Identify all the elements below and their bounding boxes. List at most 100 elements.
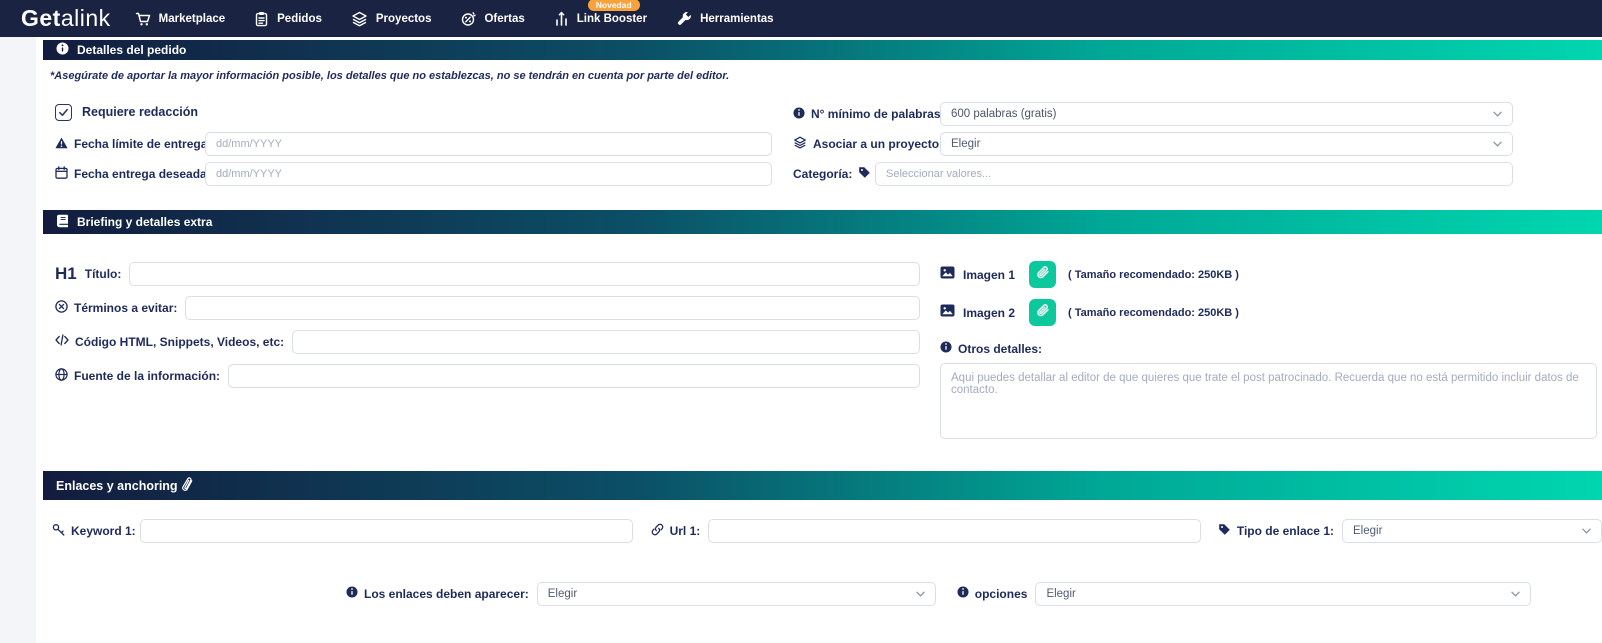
chevron-down-icon [916, 588, 925, 600]
imagen2-attach-button[interactable] [1029, 299, 1057, 326]
nav-item-ofertas[interactable]: Ofertas [460, 11, 525, 27]
detalles-grid: Requiere redacción Fecha límite de entre… [36, 82, 1602, 192]
info-icon [957, 586, 969, 601]
tag-icon [858, 166, 871, 182]
info-icon [793, 106, 805, 122]
requiere-redaccion-label: Requiere redacción [82, 105, 199, 119]
categoria-row: Categoría: [793, 162, 1513, 186]
enlaces-row-1: Keyword 1: Url 1: Tipo de enlace 1: Eleg… [36, 518, 1602, 543]
chevron-down-icon [1493, 138, 1502, 150]
fuente-input[interactable] [228, 363, 920, 388]
h1-icon: H1 [55, 263, 77, 283]
enlaces-aparecer-select[interactable]: Elegir [536, 581, 936, 606]
min-palabras-select[interactable]: 600 palabras (gratis) [940, 102, 1513, 126]
fecha-deseada-label: Fecha entrega deseada: [55, 166, 211, 182]
order-form-page: Detalles del pedido *Asegúrate de aporta… [36, 37, 1602, 643]
terminos-input[interactable] [185, 295, 920, 320]
enlaces-row-2: Los enlaces deben aparecer: Elegir opcio… [346, 581, 1602, 606]
info-icon [940, 341, 952, 356]
asociar-proyecto-select[interactable]: Elegir [940, 132, 1513, 156]
terminos-label: Términos a evitar: [55, 299, 177, 316]
imagen1-label: Imagen 1 [963, 267, 1016, 282]
fecha-deseada-row: Fecha entrega deseada: [55, 162, 772, 186]
url1-input[interactable] [708, 518, 1201, 543]
image-icon [940, 304, 955, 322]
section-title: Detalles del pedido [77, 43, 187, 57]
imagen1-row: Imagen 1 ( Tamaño recomendado: 250KB ) [940, 261, 1597, 288]
codigo-row: Código HTML, Snippets, Videos, etc: [55, 329, 920, 354]
titulo-row: H1 Título: [55, 261, 920, 286]
imagen1-attach-button[interactable] [1029, 261, 1057, 288]
info-icon [346, 586, 358, 601]
book-icon [56, 214, 69, 231]
section-header-enlaces: Enlaces y anchoring [43, 471, 1602, 500]
asociar-proyecto-row: Asociar a un proyecto: Elegir [793, 132, 1513, 156]
paperclip-icon [181, 476, 195, 495]
chevron-down-icon [1493, 108, 1502, 120]
opciones-label: opciones [957, 586, 1027, 601]
novedad-badge: Novedad [587, 0, 640, 11]
keyword1-input[interactable] [140, 518, 633, 543]
fuente-label: Fuente de la información: [55, 367, 220, 384]
otros-detalles-label: Otros detalles: [940, 341, 1597, 356]
ban-icon [55, 299, 68, 316]
keyword1-label: Keyword 1: [52, 523, 136, 539]
cart-icon [135, 11, 151, 27]
fecha-limite-label: Fecha límite de entrega: [55, 137, 211, 152]
nav-item-proyectos[interactable]: Proyectos [351, 11, 431, 27]
link-icon [651, 523, 664, 539]
fecha-limite-input[interactable] [205, 132, 772, 156]
calendar-icon [55, 166, 68, 182]
layers-icon [351, 11, 368, 27]
imagen1-note: ( Tamaño recomendado: 250KB ) [1068, 268, 1239, 281]
terminos-row: Términos a evitar: [55, 295, 920, 320]
offers-icon [460, 11, 477, 27]
section-header-briefing: Briefing y detalles extra [43, 210, 1602, 234]
logo[interactable]: Getalink [21, 5, 111, 31]
section-title: Briefing y detalles extra [77, 215, 213, 229]
nav-item-pedidos[interactable]: Pedidos [254, 11, 322, 27]
imagen2-row: Imagen 2 ( Tamaño recomendado: 250KB ) [940, 299, 1597, 326]
categoria-input[interactable] [875, 162, 1513, 186]
min-palabras-label: N° mínimo de palabras: [793, 106, 945, 122]
tipo-enlace1-select[interactable]: Elegir [1342, 518, 1602, 543]
top-nav: Getalink Marketplace Pedidos Proyectos O… [0, 0, 1602, 37]
titulo-input[interactable] [129, 261, 920, 286]
imagen2-note: ( Tamaño recomendado: 250KB ) [1068, 306, 1239, 319]
warning-icon [55, 137, 68, 152]
min-palabras-row: N° mínimo de palabras: 600 palabras (gra… [793, 102, 1513, 126]
tag-icon [1218, 523, 1231, 539]
fuente-row: Fuente de la información: [55, 363, 920, 388]
detalles-note: *Asegúrate de aportar la mayor informaci… [50, 70, 730, 82]
briefing-grid: H1 Título: Términos a evitar: Código HTM… [36, 234, 1602, 444]
image-icon [940, 266, 955, 284]
chevron-down-icon [1511, 588, 1521, 600]
tipo-enlace1-label: Tipo de enlace 1: [1218, 523, 1334, 539]
fecha-deseada-input[interactable] [205, 162, 772, 186]
key-icon [52, 523, 65, 539]
paperclip-icon [1036, 266, 1050, 283]
opciones-select[interactable]: Elegir [1035, 581, 1532, 606]
code-icon [55, 334, 69, 349]
nav-item-marketplace[interactable]: Marketplace [135, 11, 225, 27]
asociar-proyecto-label: Asociar a un proyecto: [793, 136, 943, 152]
clipboard-icon [254, 11, 269, 27]
fecha-limite-row: Fecha límite de entrega: [55, 132, 772, 156]
nav-item-herramientas[interactable]: Herramientas [676, 11, 774, 27]
section-title: Enlaces y anchoring [56, 478, 178, 493]
codigo-label: Código HTML, Snippets, Videos, etc: [55, 334, 284, 349]
imagen2-label: Imagen 2 [963, 305, 1016, 320]
enlaces-aparecer-label: Los enlaces deben aparecer: [346, 586, 529, 601]
chevron-down-icon [1582, 525, 1591, 537]
info-icon [56, 42, 69, 58]
layers-icon [793, 136, 807, 152]
requiere-redaccion-checkbox[interactable] [55, 103, 72, 121]
codigo-input[interactable] [292, 329, 920, 354]
nav-item-link-booster[interactable]: Novedad Link Booster [554, 0, 647, 27]
otros-detalles-textarea[interactable] [940, 363, 1597, 439]
titulo-label: H1 Título: [55, 263, 122, 283]
globe-icon [55, 367, 68, 384]
url1-label: Url 1: [651, 523, 700, 539]
requiere-redaccion-row: Requiere redacción [55, 102, 772, 122]
section-header-detalles: Detalles del pedido [43, 40, 1602, 60]
